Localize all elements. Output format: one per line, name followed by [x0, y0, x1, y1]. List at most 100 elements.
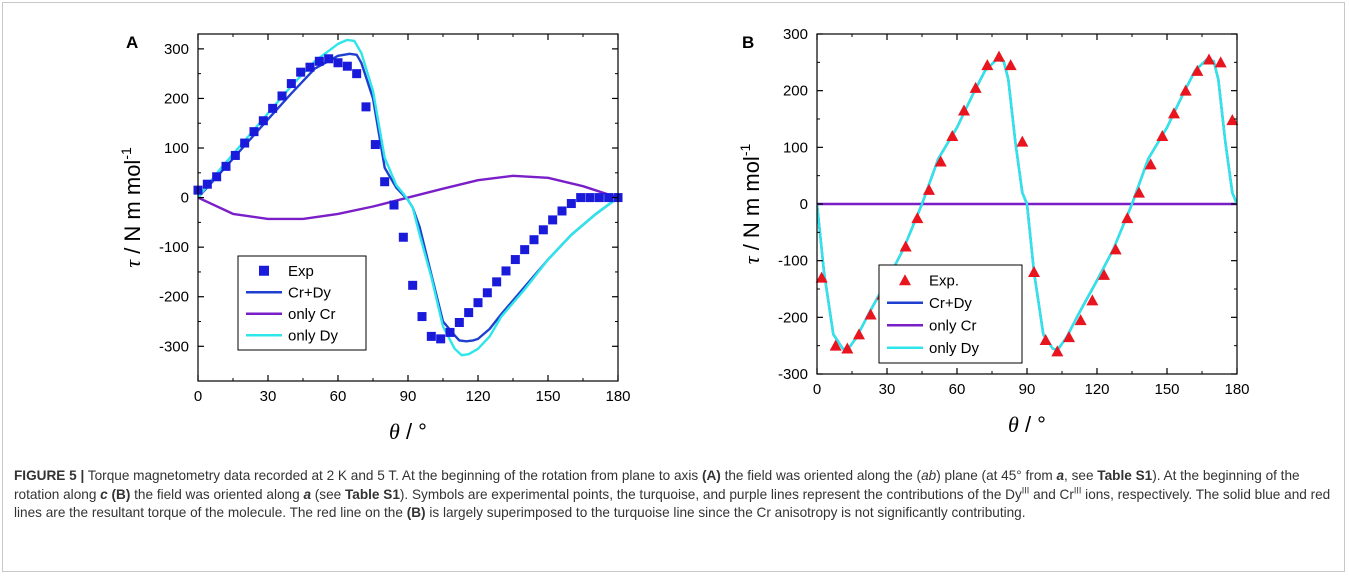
data-point: [436, 334, 446, 344]
caption-text: the field was oriented along the (: [720, 468, 922, 483]
data-point: [548, 215, 558, 225]
data-point: [841, 342, 854, 354]
data-point: [445, 327, 455, 337]
legend-label: only Dy: [288, 327, 339, 344]
data-point: [1226, 114, 1239, 126]
table-link[interactable]: Table S1: [1097, 468, 1153, 483]
y-tick-label: -300: [159, 338, 189, 355]
data-point: [408, 280, 418, 290]
caption-text: (see: [311, 486, 345, 502]
data-point: [585, 193, 595, 203]
data-point: [286, 79, 296, 89]
charts-canvas: A0 30 60 90 120 150 180-300-200-1000100200300θ…: [118, 26, 1250, 444]
y-axis-unit: / N m mol: [120, 160, 145, 260]
series-line-only-cr: [198, 174, 618, 221]
y-tick-label: -100: [159, 239, 189, 256]
data-point: [566, 199, 576, 209]
data-point: [1203, 53, 1215, 65]
x-tick-label: 120: [465, 388, 490, 405]
panel-letter: A: [126, 33, 138, 52]
x-axis-symbol: θ: [1008, 412, 1019, 437]
data-point: [380, 177, 390, 187]
x-tick-label: 150: [1154, 381, 1179, 398]
data-point: [1191, 64, 1204, 76]
caption-panel-ref: (B): [111, 486, 131, 502]
data-point: [981, 59, 994, 71]
data-point: [1109, 243, 1122, 255]
data-point: [240, 138, 250, 148]
y-tick-label: -200: [159, 289, 189, 306]
data-point: [923, 183, 935, 195]
legend-label: Exp.: [929, 272, 959, 289]
y-tick-label: 300: [783, 26, 808, 43]
data-point: [352, 69, 362, 79]
caption-text: ). Symbols are experimental points, the …: [399, 486, 1022, 502]
data-point: [594, 193, 604, 203]
data-point: [501, 266, 511, 276]
data-point: [1028, 266, 1040, 277]
x-tick-label: 0: [813, 381, 821, 398]
x-tick-label: 60: [330, 388, 347, 405]
y-tick-label: 100: [164, 140, 189, 157]
x-tick-label: 30: [260, 388, 277, 405]
caption-text: the field was oriented along: [130, 486, 304, 502]
data-point: [492, 277, 502, 287]
data-point: [305, 62, 315, 72]
y-axis-symbol: τ: [120, 259, 145, 268]
data-point: [510, 255, 520, 265]
data-point: [398, 232, 408, 242]
data-point: [1098, 268, 1110, 280]
caption-panel-ref: (B): [406, 505, 426, 521]
x-axis-label: θ / °: [1008, 412, 1046, 437]
x-tick-label: 0: [194, 388, 202, 405]
data-point: [815, 271, 828, 283]
x-tick-label: 60: [949, 381, 966, 398]
legend-label: only Cr: [288, 306, 336, 323]
legend-label: Cr+Dy: [929, 295, 972, 312]
y-tick-label: -300: [778, 366, 808, 383]
x-axis-unit: / °: [400, 419, 427, 444]
caption-italic: a: [1056, 468, 1065, 483]
caption-label: FIGURE 5 |: [14, 468, 85, 483]
data-point: [520, 245, 530, 255]
data-point: [426, 331, 436, 341]
data-point: [1074, 314, 1087, 326]
y-tick-label: 0: [181, 190, 189, 207]
caption-superscript: III: [1073, 485, 1082, 496]
legend-marker: [259, 265, 269, 276]
caption-text: , see: [1064, 468, 1098, 483]
data-point: [934, 155, 947, 167]
legend-label: only Cr: [929, 317, 977, 334]
y-tick-label: 0: [800, 196, 808, 213]
panel-letter: B: [742, 33, 754, 52]
caption-italic: a: [303, 486, 311, 502]
legend-marker: [899, 274, 911, 286]
data-point: [1214, 56, 1227, 68]
x-tick-label: 90: [400, 388, 417, 405]
caption-panel-ref: (A): [701, 468, 721, 483]
y-tick-label: -100: [778, 253, 808, 270]
table-link[interactable]: Table S1: [345, 486, 400, 502]
caption-italic: ab: [921, 468, 937, 483]
legend-label: only Dy: [929, 340, 980, 357]
panel-a: A 0 30 60 90 120 150 180 -300 -200 -100 0 100 200 300 θ…: [118, 33, 631, 444]
data-point: [1039, 334, 1052, 345]
caption-text: Torque magnetometry data recorded at 2 K…: [84, 468, 702, 483]
data-point: [864, 308, 877, 320]
legend-label: Cr+Dy: [288, 284, 331, 301]
data-point: [946, 130, 959, 141]
data-point: [557, 206, 567, 216]
data-point: [454, 318, 464, 328]
data-point: [899, 240, 912, 252]
y-axis-superscript: -1: [118, 147, 134, 160]
x-tick-label: 120: [1084, 381, 1109, 398]
y-tick-label: 300: [164, 41, 189, 58]
y-tick-label: -200: [778, 309, 808, 326]
y-tick-label: 200: [164, 90, 189, 107]
data-point: [993, 50, 1005, 62]
caption-superscript: III: [1021, 485, 1030, 496]
x-axis-symbol: θ: [389, 419, 400, 444]
data-point: [230, 150, 240, 160]
data-point: [829, 339, 842, 351]
x-tick-label: 30: [879, 381, 896, 398]
